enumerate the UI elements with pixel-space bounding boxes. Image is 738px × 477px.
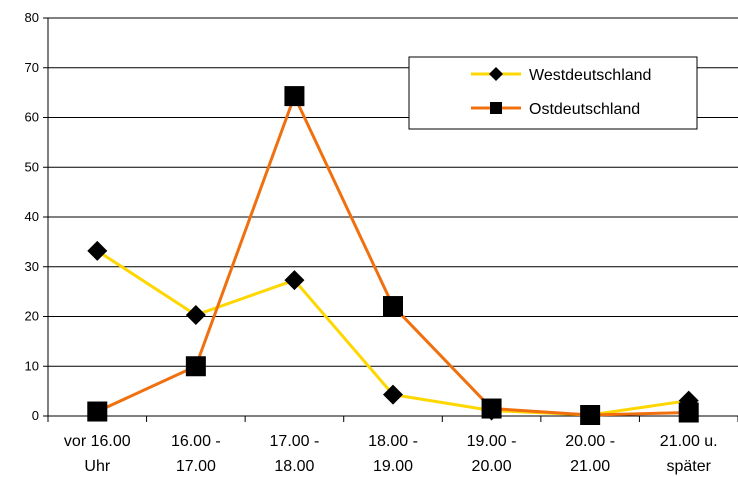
y-tick-label: 30 [25, 259, 39, 274]
y-tick-label: 60 [25, 110, 39, 125]
legend-box [408, 56, 698, 130]
x-tick-label: 20.00 [472, 458, 512, 475]
x-tick-label: 21.00 [570, 458, 610, 475]
y-tick-label: 20 [25, 309, 39, 324]
x-tick-label: 21.00 u. [660, 433, 718, 450]
data-point-ostdeutschland [383, 296, 403, 317]
x-tick-label: 19.00 [373, 458, 413, 475]
y-tick-label: 70 [25, 60, 39, 75]
x-tick-label: später [666, 458, 711, 475]
data-point-ostdeutschland [284, 86, 305, 107]
legend-marker [489, 67, 503, 81]
data-point-westdeutschland [87, 240, 108, 261]
legend: Westdeutschland Ostdeutschland [408, 56, 698, 130]
data-point-westdeutschland [383, 384, 403, 405]
gridlines [48, 17, 738, 367]
data-point-westdeutschland [284, 270, 305, 291]
y-tick-label: 50 [25, 159, 39, 174]
y-tick-label: 80 [25, 10, 39, 25]
x-axis-ticks: vor 16.00 Uhr 16.00 - 17.00 17.00 - 18.00 18.0… [47, 416, 738, 475]
x-tick-label: 16.00 - [171, 433, 221, 450]
x-tick-label: 18.00 [274, 458, 314, 475]
legend-label: Westdeutschland [529, 67, 651, 84]
x-tick-label: 18.00 - [368, 433, 418, 450]
data-point-westdeutschland [185, 305, 206, 326]
x-tick-label: 20.00 - [565, 433, 615, 450]
x-tick-label: vor 16.00 [64, 433, 131, 450]
y-tick-label: 40 [25, 209, 39, 224]
legend-marker [490, 102, 502, 114]
x-tick-label: 19.00 - [467, 433, 517, 450]
data-point-ostdeutschland [481, 398, 502, 419]
data-point-ostdeutschland [580, 405, 601, 426]
data-point-ostdeutschland [678, 402, 699, 423]
y-tick-label: 0 [32, 408, 39, 423]
y-axis-ticks: 0 10 20 30 40 50 60 70 80 [25, 10, 48, 423]
legend-label: Ostdeutschland [529, 101, 640, 118]
data-point-ostdeutschland [185, 356, 206, 377]
data-point-ostdeutschland [87, 401, 108, 422]
x-tick-label: 17.00 [176, 458, 216, 475]
series-markers [87, 86, 699, 426]
y-tick-label: 10 [25, 358, 39, 373]
x-tick-label: Uhr [84, 458, 110, 475]
x-tick-label: 17.00 - [270, 433, 320, 450]
